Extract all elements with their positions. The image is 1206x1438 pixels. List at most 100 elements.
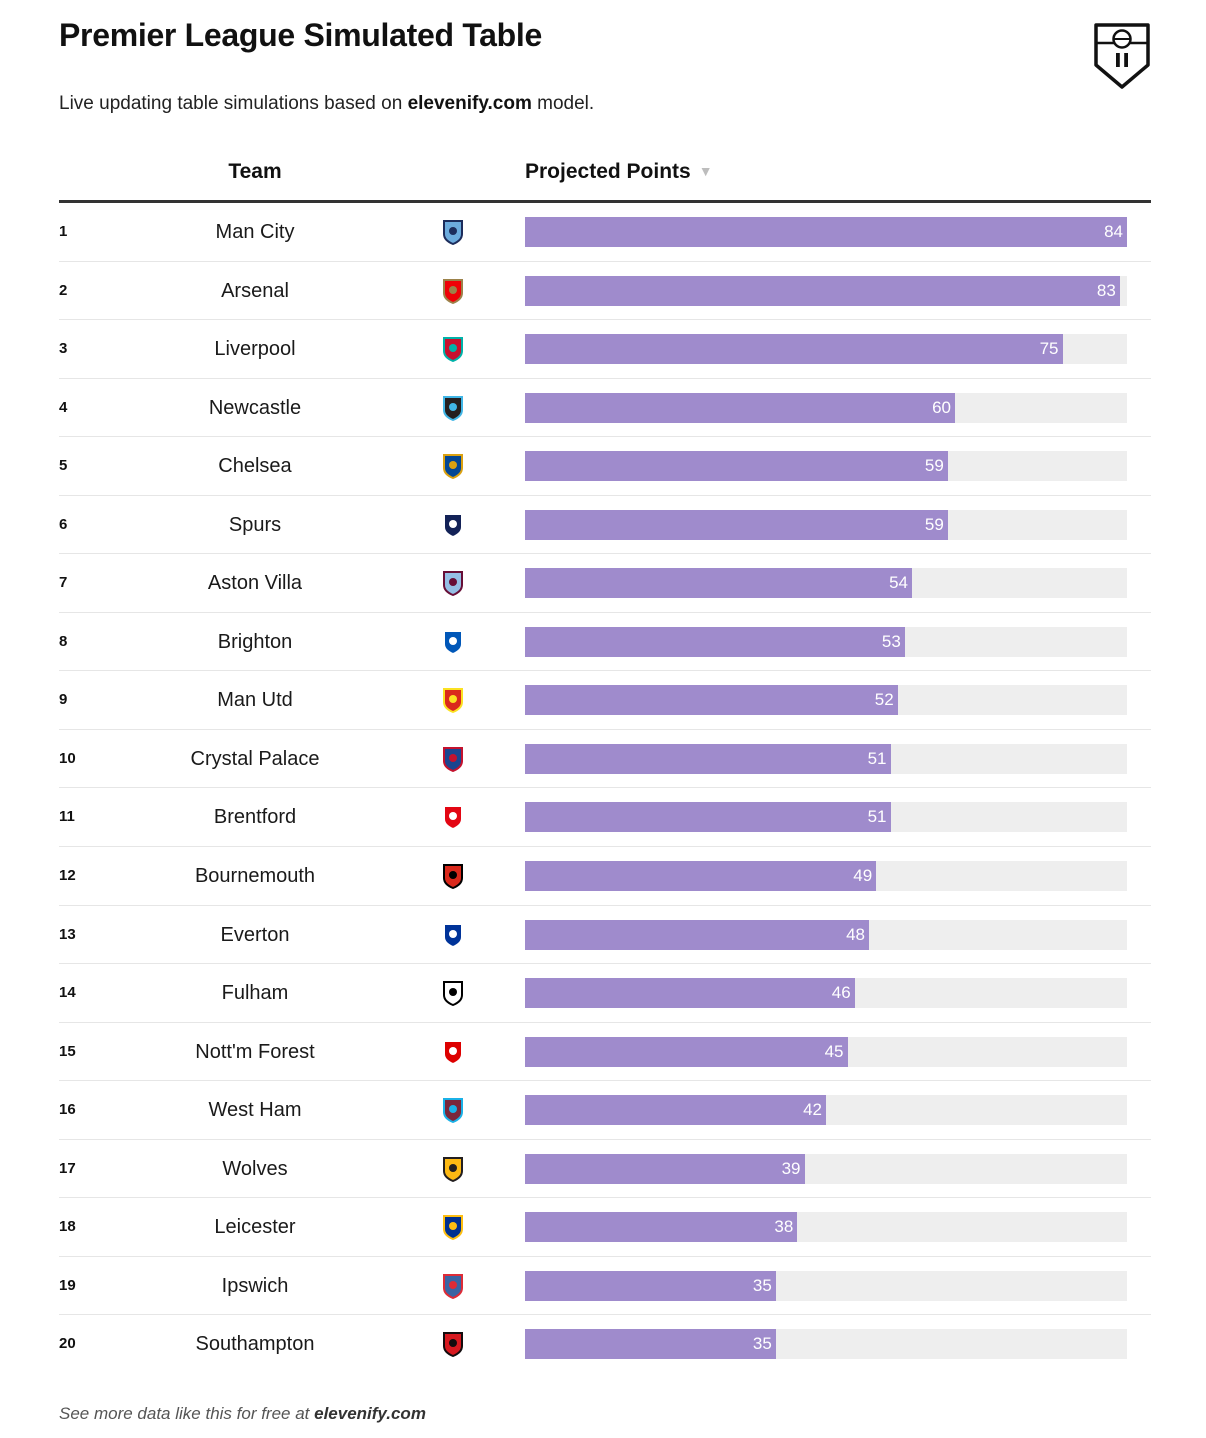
newcastle-crest-icon [440, 395, 466, 421]
points-value-label: 45 [824, 1041, 844, 1061]
points-value-label: 59 [924, 456, 944, 476]
rank-label: 10 [59, 749, 76, 767]
points-value-label: 51 [867, 807, 887, 827]
arsenal-crest-icon [440, 278, 466, 304]
team-name-label: Bournemouth [194, 865, 316, 888]
bar-track: 53 [525, 626, 1127, 657]
rank-label: 4 [59, 398, 68, 416]
rank-label: 17 [59, 1159, 76, 1177]
points-value-label: 38 [774, 1217, 794, 1237]
ipswich-crest-icon [440, 1273, 466, 1299]
points-bar: 84 [525, 217, 1127, 247]
points-bar: 59 [525, 451, 948, 482]
points-value-label: 48 [846, 924, 865, 944]
points-bar: 59 [525, 509, 948, 540]
bar-track: 39 [525, 1153, 1127, 1184]
column-header-projected-points[interactable]: Projected Points ▼ [525, 160, 713, 184]
table-row: 12 Bournemouth 49 [59, 847, 1151, 906]
bar-track: 54 [525, 568, 1127, 599]
points-bar: 53 [525, 626, 905, 657]
points-bar: 83 [525, 275, 1120, 306]
points-bar: 75 [525, 334, 1063, 365]
bar-track: 46 [525, 978, 1127, 1009]
points-bar: 46 [525, 978, 855, 1009]
points-value-label: 46 [831, 983, 851, 1003]
bar-track: 51 [525, 743, 1127, 774]
table-row: 1 Man City 84 [59, 203, 1151, 262]
page-title: Premier League Simulated Table [59, 17, 543, 53]
team-name-label: Leicester [214, 1216, 296, 1239]
header-divider [59, 200, 1151, 203]
rank-label: 13 [59, 925, 76, 943]
rank-label: 12 [59, 867, 76, 885]
rank-label: 19 [59, 1276, 76, 1294]
points-bar: 52 [525, 685, 898, 716]
bar-track: 49 [525, 861, 1127, 892]
team-name-label: Spurs [228, 513, 282, 536]
subtitle-brand-link[interactable]: elevenify.com [407, 93, 532, 114]
rank-label: 8 [59, 632, 68, 650]
rank-label: 18 [59, 1218, 76, 1236]
points-value-label: 84 [1104, 222, 1123, 241]
table-row: 14 Fulham 46 [59, 964, 1151, 1023]
subtitle-suffix: model. [531, 93, 595, 114]
sort-descending-icon[interactable]: ▼ [698, 163, 713, 179]
standings-table: 1 Man City 84 2 Arsenal 83 3 Liverpool 75 4 Newcas… [59, 203, 1151, 1374]
elevenify-logo-icon [1091, 21, 1153, 91]
team-name-label: Man Utd [217, 689, 293, 712]
points-bar: 51 [525, 802, 891, 833]
team-name-label: Chelsea [218, 455, 292, 478]
points-bar: 35 [525, 1329, 776, 1360]
points-value-label: 54 [889, 573, 908, 593]
brighton-crest-icon [440, 629, 466, 655]
bar-track: 60 [525, 392, 1127, 423]
table-row: 2 Arsenal 83 [59, 262, 1151, 321]
points-bar: 48 [525, 919, 869, 950]
southampton-crest-icon [440, 1331, 466, 1358]
table-row: 9 Man Utd 52 [59, 671, 1151, 730]
footer-note: See more data like this for free at elev… [59, 1404, 426, 1424]
team-name-label: Ipswich [221, 1274, 289, 1297]
wolves-crest-icon [440, 1156, 466, 1182]
rank-label: 1 [59, 223, 68, 240]
points-value-label: 49 [853, 866, 873, 886]
team-name-label: Fulham [221, 982, 289, 1005]
rank-label: 14 [59, 984, 76, 1002]
bar-track: 48 [525, 919, 1127, 950]
rank-label: 7 [59, 574, 68, 592]
points-bar: 60 [525, 392, 955, 423]
points-value-label: 39 [781, 1158, 801, 1178]
team-name-label: Everton [220, 923, 290, 946]
crystal-palace-crest-icon [440, 746, 466, 772]
bar-track: 38 [525, 1212, 1127, 1243]
points-bar: 38 [525, 1212, 798, 1243]
rank-label: 11 [59, 808, 75, 826]
table-row: 8 Brighton 53 [59, 613, 1151, 672]
page-subtitle: Live updating table simulations based on… [59, 93, 594, 115]
points-value-label: 59 [924, 514, 944, 534]
table-row: 15 Nott'm Forest 45 [59, 1023, 1151, 1082]
points-bar: 42 [525, 1095, 826, 1126]
table-row: 11 Brentford 51 [59, 788, 1151, 848]
team-name-label: Man City [215, 221, 295, 243]
brentford-crest-icon [440, 804, 466, 831]
liverpool-crest-icon [440, 336, 466, 363]
team-name-label: Brentford [213, 806, 297, 829]
bournemouth-crest-icon [440, 863, 466, 890]
team-name-label: Newcastle [208, 396, 302, 419]
table-row: 17 Wolves 39 [59, 1140, 1151, 1199]
table-row: 3 Liverpool 75 [59, 320, 1151, 379]
table-row: 13 Everton 48 [59, 906, 1151, 965]
man-utd-crest-icon [440, 687, 466, 714]
bar-track: 59 [525, 451, 1127, 482]
bar-track: 35 [525, 1329, 1127, 1360]
table-row: 7 Aston Villa 54 [59, 554, 1151, 613]
table-row: 5 Chelsea 59 [59, 437, 1151, 496]
points-value-label: 35 [752, 1334, 772, 1354]
points-bar: 51 [525, 743, 891, 774]
footer-brand-link[interactable]: elevenify.com [314, 1404, 426, 1423]
table-row: 20 Southampton 35 [59, 1315, 1151, 1374]
footer-prefix: See more data like this for free at [59, 1404, 315, 1423]
rank-label: 2 [59, 281, 68, 299]
subtitle-prefix: Live updating table simulations based on [59, 93, 408, 114]
